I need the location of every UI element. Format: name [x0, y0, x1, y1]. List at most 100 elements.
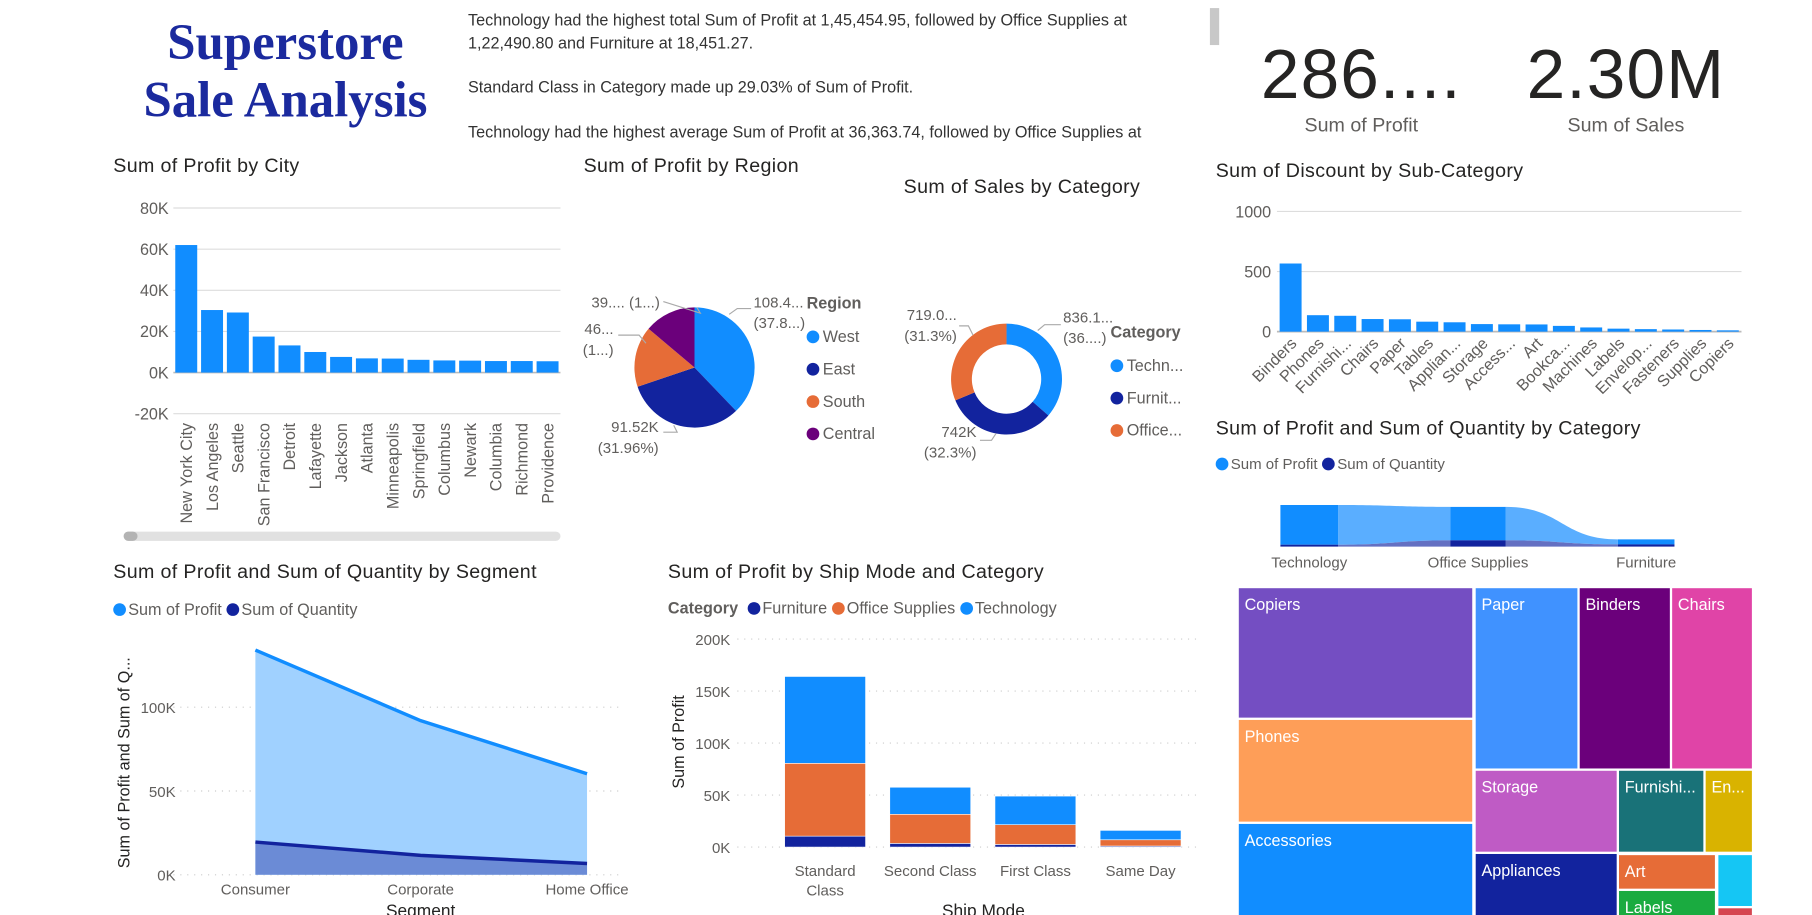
bar-segment-technology[interactable]: [784, 676, 866, 764]
narrative-scrollbar[interactable]: [1209, 8, 1220, 46]
legend-title: Region: [806, 293, 862, 313]
bar-columbus[interactable]: [433, 360, 456, 373]
treemap-tile-appliances[interactable]: Appliances: [1475, 853, 1617, 915]
scrollbar-thumb[interactable]: [123, 531, 138, 541]
legend-item-office-supplies[interactable]: Office Supplies: [831, 599, 955, 617]
legend-item-furniture[interactable]: Furniture: [747, 599, 827, 617]
legend-item-south[interactable]: South: [806, 385, 875, 417]
treemap-tile-furnishi[interactable]: Furnishi...: [1618, 770, 1704, 852]
bar-san-francisco[interactable]: [252, 336, 275, 373]
legend-dot: [831, 601, 845, 615]
legend-item-profit[interactable]: Sum of Profit: [1215, 455, 1318, 473]
legend-item-office-supplies[interactable]: Office...: [1110, 414, 1184, 446]
ribbon-bar-quantity[interactable]: [1617, 544, 1675, 547]
line-quantity[interactable]: [255, 840, 588, 866]
bar-segment-furniture[interactable]: [994, 844, 1077, 848]
y-axis-title: Sum of Profit: [670, 695, 688, 789]
bar-labels[interactable]: [1607, 328, 1630, 332]
ribbon-bar-profit[interactable]: [1280, 504, 1339, 545]
legend-item-quantity[interactable]: Sum of Quantity: [226, 600, 357, 618]
legend-item-technology[interactable]: Techn...: [1110, 349, 1183, 381]
bar-segment-furniture[interactable]: [889, 843, 971, 848]
bar-segment-office-supplies[interactable]: [1099, 839, 1182, 847]
treemap-tile-chairs[interactable]: Chairs: [1672, 588, 1752, 769]
bar-segment-technology[interactable]: [889, 786, 971, 815]
slice-furnit[interactable]: [955, 392, 1049, 435]
bar-applian[interactable]: [1443, 322, 1466, 332]
legend-item-furniture[interactable]: Furnit...: [1110, 381, 1184, 413]
bar-atlanta[interactable]: [355, 358, 378, 373]
bar-supplies[interactable]: [1689, 329, 1712, 332]
bar-columbia[interactable]: [484, 361, 507, 373]
treemap-tile-art[interactable]: Art: [1618, 855, 1715, 889]
bar-paper[interactable]: [1388, 319, 1411, 332]
bar-access[interactable]: [1498, 324, 1521, 332]
treemap-tile-labels[interactable]: Labels: [1618, 890, 1715, 915]
slice-techn[interactable]: [1006, 323, 1062, 416]
bar-providence[interactable]: [536, 361, 559, 373]
bar-bookca[interactable]: [1552, 325, 1575, 332]
bar-tables[interactable]: [1416, 321, 1439, 332]
bar-machines[interactable]: [1580, 327, 1603, 332]
bar-furnishi[interactable]: [1334, 315, 1357, 332]
ribbon-bar-quantity[interactable]: [1450, 540, 1506, 547]
leader-line: [959, 325, 974, 336]
bar-segment-office-supplies[interactable]: [889, 814, 971, 844]
bar-art[interactable]: [1525, 324, 1548, 332]
city-chart-scrollbar[interactable]: [123, 531, 561, 541]
bar-copiers[interactable]: [1716, 330, 1739, 332]
bar-fasteners[interactable]: [1662, 329, 1685, 332]
treemap-tile-storage[interactable]: Storage: [1475, 770, 1617, 852]
treemap-tile-binders[interactable]: Binders: [1579, 588, 1670, 769]
bar-detroit[interactable]: [278, 345, 301, 373]
treemap-tile-phones[interactable]: Phones: [1238, 719, 1473, 822]
bar-binders[interactable]: [1279, 263, 1302, 332]
bar-storage[interactable]: [1470, 324, 1493, 332]
bar-envelop[interactable]: [1634, 329, 1657, 332]
bar-springfield[interactable]: [407, 359, 430, 373]
bar-lafayette[interactable]: [304, 351, 327, 373]
treemap-tile[interactable]: [1718, 855, 1752, 906]
bar-los-angeles[interactable]: [201, 310, 224, 373]
treemap-tile-copiers[interactable]: Copiers: [1238, 588, 1473, 718]
bar-minneapolis[interactable]: [381, 358, 404, 373]
ribbon-bar-quantity[interactable]: [1280, 544, 1339, 547]
treemap-tile[interactable]: [1718, 908, 1752, 915]
bar-segment-furniture[interactable]: [784, 835, 866, 848]
legend-item-west[interactable]: West: [806, 320, 875, 352]
legend-dot: [1215, 457, 1229, 471]
slice-office[interactable]: [951, 323, 1007, 401]
legend-label: Sum of Quantity: [1337, 455, 1445, 473]
slice-west[interactable]: [694, 307, 755, 411]
legend-item-technology[interactable]: Technology: [959, 599, 1057, 617]
legend-item-quantity[interactable]: Sum of Quantity: [1322, 455, 1445, 473]
bar-phones[interactable]: [1306, 315, 1329, 332]
treemap-tile-en[interactable]: En...: [1705, 770, 1752, 852]
bar-seattle[interactable]: [226, 312, 249, 373]
treemap-tile-paper[interactable]: Paper: [1475, 588, 1578, 769]
ribbon-bar-profit[interactable]: [1617, 539, 1675, 545]
treemap-tile-accessories[interactable]: Accessories: [1238, 823, 1473, 915]
bar-new-york-city[interactable]: [175, 245, 198, 373]
slice-east[interactable]: [637, 367, 737, 428]
slice-south[interactable]: [634, 328, 695, 387]
bar-newark[interactable]: [459, 360, 482, 373]
bar-chairs[interactable]: [1361, 319, 1384, 332]
bar-segment-technology[interactable]: [994, 795, 1077, 825]
legend-item-profit[interactable]: Sum of Profit: [113, 600, 222, 618]
legend-item-central[interactable]: Central: [806, 417, 875, 449]
bar-segment-technology[interactable]: [1099, 830, 1182, 841]
bar-segment-office-supplies[interactable]: [994, 824, 1077, 845]
legend-item-east[interactable]: East: [806, 352, 875, 384]
slice-central[interactable]: [648, 307, 695, 368]
legend-dot: [806, 394, 820, 408]
y-tick-label: 60K: [140, 241, 169, 259]
ribbon-bar-profit[interactable]: [1450, 506, 1506, 541]
bar-segment-office-supplies[interactable]: [784, 763, 866, 837]
ribbon-legend: Sum of Profit Sum of Quantity: [1215, 455, 1450, 473]
bar-jackson[interactable]: [330, 356, 353, 373]
bar-richmond[interactable]: [510, 361, 533, 373]
y-tick-label: 20K: [140, 323, 169, 341]
legend-label: Sum of Quantity: [241, 599, 358, 619]
line-profit[interactable]: [254, 648, 588, 776]
